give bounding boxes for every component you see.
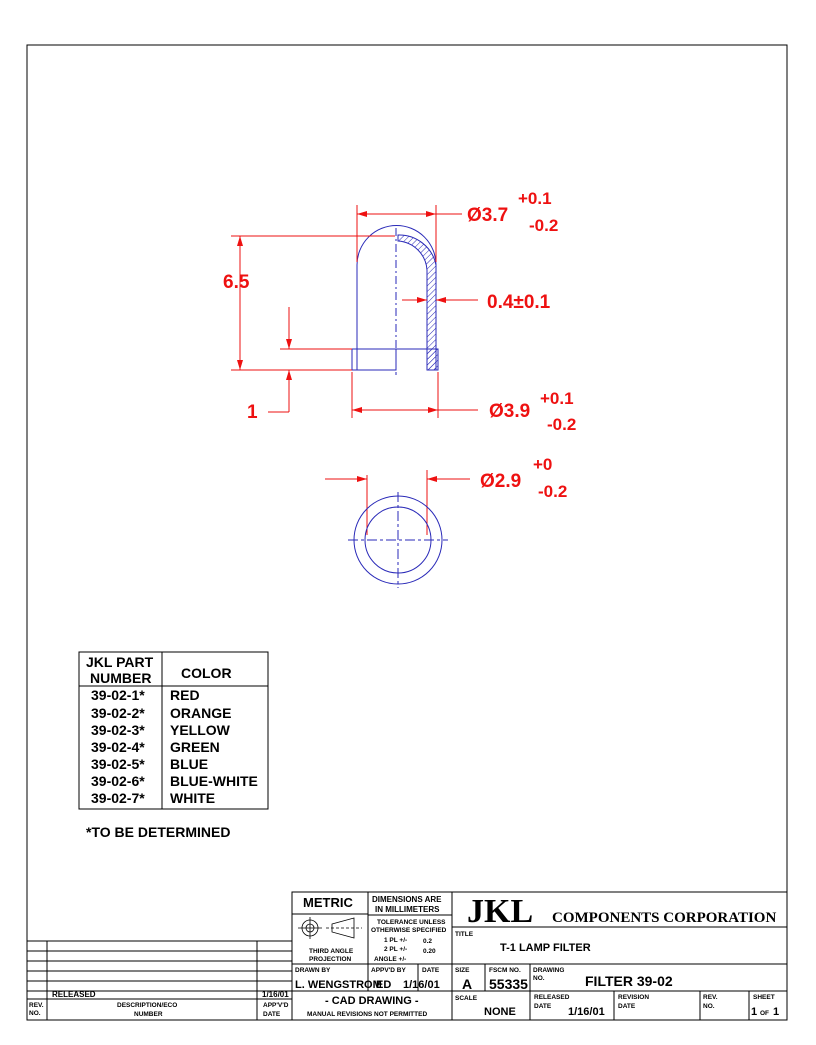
- table-row-color: BLUE-WHITE: [170, 773, 258, 789]
- dim-base-dia-tol-minus: -0.2: [547, 415, 576, 434]
- rev-col-rev-2: NO.: [29, 1010, 41, 1017]
- dim-height: 6.5: [223, 272, 250, 293]
- table-row-part: 39-02-3*: [91, 722, 145, 738]
- table-row-color: YELLOW: [170, 722, 231, 738]
- dim-wall: 0.4±0.1: [487, 292, 551, 313]
- rev-entry-date: 1/16/01: [262, 990, 289, 999]
- dim-inner-dia-tol-minus: -0.2: [538, 482, 567, 501]
- tol-line2: OTHERWISE SPECIFIED: [371, 927, 447, 934]
- scale-label: SCALE: [455, 995, 478, 1002]
- tol-2pl-value: 0.20: [423, 948, 436, 955]
- released-label-1: RELEASED: [534, 994, 570, 1001]
- drawing-no-label-1: DRAWING: [533, 967, 564, 974]
- drawn-date: 1/16/01: [403, 979, 440, 991]
- rev-entry-desc: RELEASED: [52, 990, 96, 999]
- parts-table: JKL PART NUMBER COLOR 39-02-1* RED 39-02…: [78, 651, 269, 810]
- header-color: COLOR: [181, 665, 232, 681]
- sheet-label: SHEET: [753, 994, 775, 1001]
- released-date: 1/16/01: [568, 1006, 605, 1018]
- drawing-title: T-1 LAMP FILTER: [500, 942, 591, 954]
- third-angle-projection-icon: [298, 917, 362, 939]
- table-row-color: WHITE: [170, 790, 215, 806]
- drawn-by: L. WENGSTROM: [295, 979, 382, 991]
- dim-rim: 1: [247, 402, 258, 423]
- size-label: SIZE: [455, 967, 470, 974]
- table-row-color: RED: [170, 687, 200, 703]
- scale-value: NONE: [484, 1006, 516, 1018]
- fscm-value: 55335: [489, 976, 528, 992]
- rev-col-desc-1: DESCRIPTION/ECO: [117, 1002, 177, 1009]
- dim-base-dia-tol-plus: +0.1: [540, 389, 574, 408]
- title-block: [291, 891, 788, 1021]
- tol-2pl-label: 2 PL +/-: [384, 946, 407, 953]
- appvd-by: ED: [376, 979, 391, 991]
- company-name: COMPONENTS CORPORATION: [552, 910, 776, 926]
- dims-note-line1: DIMENSIONS ARE: [372, 895, 442, 904]
- end-view: [348, 492, 448, 588]
- drawn-by-label: DRAWN BY: [295, 967, 331, 974]
- rev-label-1: REV.: [703, 994, 718, 1001]
- revision-label-2: DATE: [618, 1003, 636, 1010]
- title-label: TITLE: [455, 931, 474, 938]
- dim-outer-dia-tol-plus: +0.1: [518, 189, 552, 208]
- footnote: *TO BE DETERMINED: [86, 824, 230, 840]
- sheet-border: [26, 44, 788, 1021]
- sheet-number: 1: [751, 1006, 757, 1018]
- appvd-by-label: APPV'D BY: [371, 967, 406, 974]
- table-row-part: 39-02-4*: [91, 739, 145, 755]
- manual-note: MANUAL REVISIONS NOT PERMITTED: [307, 1011, 427, 1018]
- tol-1pl-label: 1 PL +/-: [384, 937, 407, 944]
- date-label: DATE: [422, 967, 440, 974]
- tol-1pl-value: 0.2: [423, 938, 432, 945]
- header-part-line1: JKL PART: [86, 654, 154, 670]
- dim-outer-dia-tol-minus: -0.2: [529, 216, 558, 235]
- dims-note-line2: IN MILLIMETERS: [375, 905, 440, 914]
- size-value: A: [462, 976, 472, 992]
- drawing-no-label-2: NO.: [533, 975, 545, 982]
- company-logo: JKL: [467, 893, 533, 930]
- projection-line2: PROJECTION: [309, 956, 352, 963]
- sheet-total: 1: [773, 1006, 779, 1018]
- rev-col-rev-1: REV.: [29, 1002, 44, 1009]
- rev-col-appvd-1: APP'V'D: [263, 1002, 289, 1009]
- tol-line1: TOLERANCE UNLESS: [377, 919, 446, 926]
- table-row-part: 39-02-1*: [91, 687, 145, 703]
- drawing-no: FILTER 39-02: [585, 973, 673, 989]
- dim-inner-dia: Ø2.9: [480, 471, 521, 492]
- tol-angle-label: ANGLE +/-: [374, 956, 406, 963]
- dim-base-dia: Ø3.9: [489, 401, 530, 422]
- rev-label-2: NO.: [703, 1003, 715, 1010]
- table-row-part: 39-02-5*: [91, 756, 145, 772]
- rev-col-desc-2: NUMBER: [134, 1011, 163, 1018]
- sheet-of: OF: [760, 1010, 769, 1017]
- released-label-2: DATE: [534, 1003, 552, 1010]
- revision-block: [27, 940, 292, 1020]
- dim-outer-dia: Ø3.7: [467, 205, 508, 226]
- rev-col-appvd-2: DATE: [263, 1011, 281, 1018]
- dimension-lines: [231, 205, 478, 535]
- table-row-color: GREEN: [170, 739, 220, 755]
- table-row-color: BLUE: [170, 756, 208, 772]
- dim-inner-dia-tol-plus: +0: [533, 455, 552, 474]
- revision-label-1: REVISION: [618, 994, 649, 1001]
- table-row-part: 39-02-2*: [91, 705, 145, 721]
- header-part-line2: NUMBER: [90, 670, 151, 686]
- fscm-label: FSCM NO.: [489, 967, 521, 974]
- table-row-color: ORANGE: [170, 705, 231, 721]
- side-view: [351, 225, 439, 375]
- table-row-part: 39-02-7*: [91, 790, 145, 806]
- cad-note: - CAD DRAWING -: [325, 995, 419, 1007]
- table-row-part: 39-02-6*: [91, 773, 145, 789]
- projection-line1: THIRD ANGLE: [309, 948, 354, 955]
- units-label: METRIC: [303, 895, 353, 910]
